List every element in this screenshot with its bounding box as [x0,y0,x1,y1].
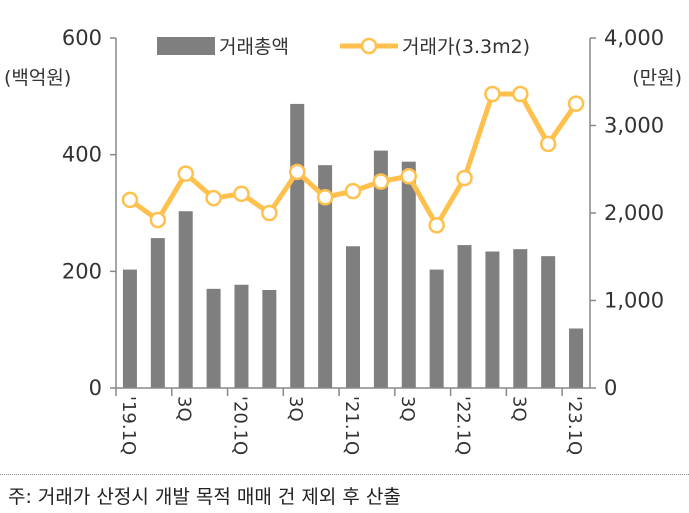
line-point [456,169,473,187]
x-tick-label: '22.1Q [453,396,474,455]
bar [122,269,137,388]
left-tick-label: 200 [62,259,102,283]
combo-chart: 0 200 400 600 (백억원) 0 1,000 2,000 3,000 4,000 (만원)… [4,26,682,455]
x-tick-label: 3Q [397,396,418,422]
right-tick-label: 3,000 [604,114,664,138]
line-point [539,135,557,153]
line-point [233,185,250,202]
bar [569,328,584,388]
line-point [428,217,445,234]
right-tick-label: 1,000 [604,289,664,313]
line-point [512,85,529,103]
axes-group: 0 200 400 600 (백억원) 0 1,000 2,000 3,000 4,000 (만원)… [4,26,682,455]
bar [290,103,305,389]
line-point [484,85,501,103]
line-point [344,182,362,200]
legend-line-marker [360,37,378,55]
line-point [121,191,139,209]
bar [457,245,472,388]
bar [262,290,277,388]
bar [429,269,444,388]
bar [373,150,388,388]
bar-series-group [122,103,584,389]
right-axis-unit: (만원) [632,67,682,89]
x-tick-label: '19.1Q [118,396,139,455]
legend-bar-label: 거래총액 [219,36,289,58]
right-tick-label: 2,000 [604,201,664,225]
line-point [205,189,222,207]
line-point [288,163,306,181]
line-point [149,211,167,229]
x-tick-label: '23.1Q [564,396,585,455]
right-tick-label: 4,000 [604,26,664,50]
line-point [316,189,334,206]
legend: 거래총액 거래가(3.3m2) [157,36,530,58]
bar [485,251,500,388]
bar [318,165,333,388]
left-tick-label: 600 [62,26,102,50]
bar [150,238,165,388]
x-tick-label: 3Q [508,396,529,422]
right-tick-label: 0 [604,376,617,400]
x-tick-label: '20.1Q [229,396,250,455]
bar [178,211,193,388]
bar [541,256,556,388]
left-axis-unit: (백억원) [4,67,71,89]
legend-bar-swatch [157,37,215,55]
x-tick-label: 3Q [174,396,195,422]
bar [234,284,249,388]
line-point [567,95,585,112]
line-path [127,91,579,228]
bar [206,288,221,388]
legend-line-label: 거래가(3.3m2) [402,36,530,58]
left-tick-label: 0 [89,376,102,400]
bar [401,161,416,388]
left-tick-label: 400 [62,143,102,167]
footnote: 주: 거래가 산정시 개발 목적 매매 건 제외 후 산출 [8,486,401,508]
x-tick-label: '21.1Q [341,396,362,455]
bar [513,249,528,388]
footnote-divider [0,474,689,475]
line-point [400,168,418,185]
line-series-group [121,85,585,234]
x-tick-label: 3Q [285,396,306,422]
line-point [177,165,194,182]
line-point [372,173,390,190]
bar [346,246,360,388]
line-point [261,204,278,222]
